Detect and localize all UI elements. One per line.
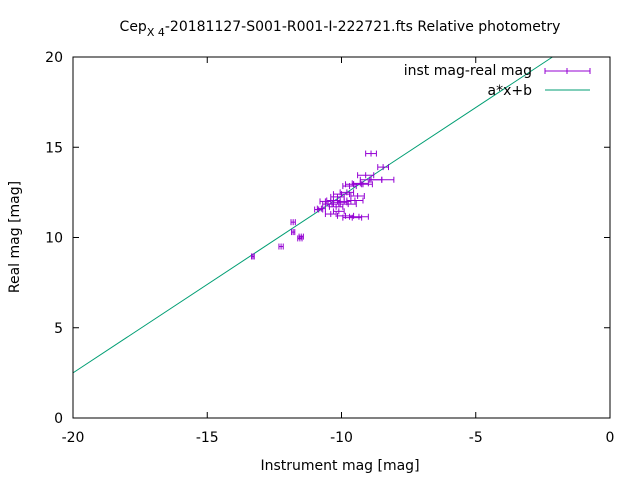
legend-errorbar-glyph bbox=[544, 68, 591, 74]
data-point bbox=[353, 181, 373, 188]
y-tick-label: 10 bbox=[45, 231, 63, 247]
data-point bbox=[278, 243, 284, 250]
y-axis: 0 5 10 15 20 bbox=[45, 50, 610, 427]
data-point bbox=[298, 233, 304, 240]
data-point bbox=[339, 189, 355, 196]
data-point bbox=[336, 198, 352, 205]
data-point bbox=[291, 229, 296, 236]
legend-label-fit: a*x+b bbox=[488, 83, 533, 99]
y-axis-label: Real mag [mag] bbox=[7, 181, 23, 293]
data-point bbox=[339, 201, 357, 208]
data-point bbox=[349, 213, 369, 220]
x-tick-label: -15 bbox=[196, 430, 219, 446]
x-tick-label: -20 bbox=[62, 430, 85, 446]
plot-border bbox=[72, 56, 611, 419]
legend: inst mag-real mag a*x+b bbox=[404, 63, 591, 99]
data-point bbox=[328, 203, 344, 210]
x-axis: -20 -15 -10 -5 0 bbox=[62, 57, 615, 446]
data-point bbox=[365, 150, 377, 157]
data-point bbox=[369, 176, 395, 183]
legend-sample-errorbars bbox=[544, 68, 591, 74]
data-point bbox=[251, 253, 255, 260]
y-tick-label: 20 bbox=[45, 50, 63, 66]
y-tick-label: 5 bbox=[54, 321, 63, 337]
y-tick-label: 0 bbox=[54, 411, 63, 427]
x-axis-label: Instrument mag [mag] bbox=[260, 458, 419, 474]
data-point bbox=[324, 211, 337, 218]
x-tick-label: -10 bbox=[330, 430, 353, 446]
x-tick-label: -5 bbox=[469, 430, 483, 446]
data-point bbox=[290, 219, 296, 226]
data-point bbox=[377, 164, 389, 171]
data-point bbox=[357, 172, 375, 179]
data-point bbox=[350, 192, 365, 199]
title-subscript: X 4 bbox=[147, 26, 165, 39]
data-point bbox=[332, 208, 345, 215]
plot-area bbox=[72, 56, 553, 374]
title-prefix: Cep bbox=[120, 19, 147, 35]
title-suffix: -20181127-S001-R001-I-222721.fts Relativ… bbox=[165, 19, 561, 35]
chart-title: CepX 4-20181127-S001-R001-I-222721.fts R… bbox=[120, 19, 561, 39]
y-tick-label: 15 bbox=[45, 140, 63, 156]
fit-line bbox=[72, 56, 553, 374]
data-point bbox=[346, 197, 364, 204]
legend-label-errorbars: inst mag-real mag bbox=[404, 63, 532, 79]
x-tick-label: 0 bbox=[606, 430, 615, 446]
